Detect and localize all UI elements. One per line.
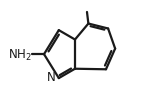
Text: N: N <box>47 71 55 84</box>
Text: NH$_2$: NH$_2$ <box>7 47 31 62</box>
